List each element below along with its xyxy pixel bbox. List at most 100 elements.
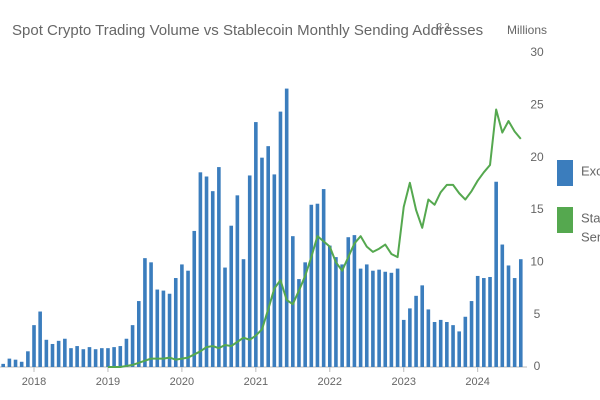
bar (247, 175, 252, 367)
bar (56, 340, 61, 367)
bar (408, 308, 412, 367)
bar (217, 167, 221, 367)
bar (44, 339, 49, 367)
bar (136, 301, 141, 367)
bar (358, 268, 363, 367)
bar (130, 325, 135, 367)
bar (414, 295, 418, 367)
bar (506, 265, 511, 367)
bar (112, 347, 116, 367)
legend-swatch (557, 207, 573, 233)
bar (38, 311, 42, 367)
x-tick-label: 2018 (22, 376, 46, 388)
bar (161, 290, 166, 367)
title-footnotes: 2 3 (437, 21, 450, 31)
bar (87, 347, 92, 367)
bar (303, 262, 307, 367)
bar (383, 271, 388, 367)
bar (69, 348, 73, 367)
bar (321, 189, 326, 367)
x-tick-label: 2022 (318, 376, 342, 388)
bar (50, 343, 55, 367)
bar (401, 319, 406, 367)
y-tick-label: 10 (530, 255, 544, 269)
bar (291, 236, 295, 367)
bar (432, 321, 437, 367)
bar (100, 348, 104, 367)
bar (451, 325, 455, 367)
bar (26, 351, 30, 367)
bar (186, 270, 190, 367)
bar (235, 195, 240, 367)
bar (32, 325, 36, 367)
bar (494, 181, 498, 367)
bar (155, 289, 160, 367)
bar (438, 319, 443, 367)
bar (192, 230, 197, 367)
y-tick-label: 5 (534, 307, 541, 321)
legend-label: Excl (581, 163, 600, 178)
bar (309, 204, 314, 367)
bar (482, 278, 486, 367)
bar (149, 262, 153, 367)
bar (475, 275, 480, 367)
bar (198, 172, 203, 367)
bar (260, 157, 264, 367)
bar (364, 264, 369, 367)
bar (457, 331, 461, 367)
bar (143, 258, 147, 367)
bar (371, 270, 375, 367)
bar (266, 146, 270, 367)
axis-label: Millions (507, 23, 547, 37)
x-tick-label: 2020 (170, 376, 194, 388)
x-tick-label: 2024 (465, 376, 489, 388)
bar (426, 309, 431, 367)
y-tick-label: 0 (534, 359, 541, 373)
bar (512, 278, 517, 367)
chart-title: Spot Crypto Trading Volume vs Stablecoin… (12, 22, 483, 39)
bar (334, 257, 338, 367)
bar (463, 316, 468, 367)
x-tick-label: 2023 (391, 376, 415, 388)
bar (352, 235, 357, 367)
bar (278, 111, 283, 367)
y-tick-label: 20 (530, 150, 544, 164)
bar (284, 88, 289, 367)
bar (389, 272, 394, 367)
bar (518, 259, 523, 367)
bar (340, 264, 344, 367)
bar (19, 361, 24, 367)
bar (272, 174, 277, 367)
bar (346, 237, 351, 367)
bar (106, 348, 110, 367)
bar (210, 191, 215, 367)
bar (500, 244, 505, 367)
bar (204, 176, 209, 367)
y-tick-label: 15 (530, 202, 544, 216)
legend-swatch (557, 160, 573, 186)
bar (488, 276, 492, 367)
bar (63, 338, 67, 367)
bar (13, 359, 18, 367)
bar (297, 279, 301, 367)
bar (229, 225, 234, 367)
y-tick-label: 30 (530, 45, 544, 59)
y-tick-label: 25 (530, 98, 544, 112)
legend-label: Sen (581, 229, 600, 244)
bar (167, 293, 172, 367)
bar (180, 264, 184, 367)
bar (469, 301, 474, 367)
bar (445, 321, 449, 367)
bar (395, 268, 400, 367)
bar (223, 267, 227, 367)
bar (118, 346, 123, 367)
bar (75, 346, 79, 367)
bar (173, 278, 178, 367)
bar (93, 349, 98, 367)
bar (327, 245, 332, 367)
bar (124, 338, 129, 367)
legend-label: Stab (581, 210, 600, 225)
bar (241, 259, 246, 367)
